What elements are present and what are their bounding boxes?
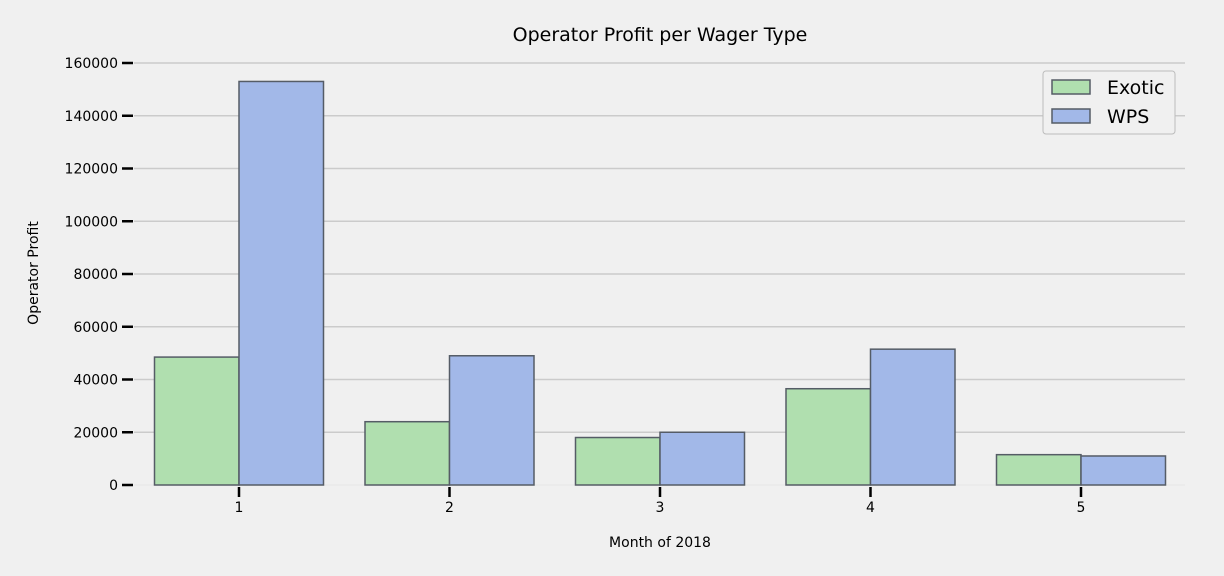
bar-exotic-3 <box>574 436 661 486</box>
bar-wps-4 <box>869 348 956 486</box>
bar-wps-2 <box>448 355 535 486</box>
x-axis: 1 2 3 4 5 <box>235 487 1086 516</box>
legend-swatch-exotic <box>1051 79 1091 95</box>
bar-wps-5 <box>1080 455 1167 486</box>
y-tick-label: 140000 <box>65 109 118 125</box>
legend-swatch-wps <box>1051 108 1091 124</box>
legend: Exotic WPS <box>1042 70 1176 135</box>
x-tick-label: 4 <box>866 500 875 516</box>
y-axis: 0 20000 40000 60000 80000 100000 120000 140000 1… <box>65 56 133 494</box>
y-axis-label: Operator Profit <box>26 221 42 325</box>
y-tick-label: 80000 <box>73 267 118 283</box>
bar-wps-1 <box>238 80 325 486</box>
legend-label-exotic: Exotic <box>1107 77 1164 99</box>
x-tick-label: 1 <box>235 500 244 516</box>
bar-exotic-4 <box>785 387 872 486</box>
x-tick-label: 3 <box>656 500 665 516</box>
y-tick-label: 60000 <box>73 320 118 336</box>
y-tick-label: 120000 <box>65 162 118 178</box>
legend-label-wps: WPS <box>1107 106 1149 128</box>
x-tick-label: 5 <box>1077 500 1086 516</box>
y-tick-label: 100000 <box>65 214 118 230</box>
y-tick-label: 160000 <box>65 56 118 72</box>
bar-exotic-5 <box>995 453 1082 486</box>
x-axis-label: Month of 2018 <box>609 535 711 551</box>
bar-exotic-2 <box>364 420 451 486</box>
x-tick-label: 2 <box>445 500 454 516</box>
y-tick-label: 0 <box>109 478 118 494</box>
y-tick-label: 20000 <box>73 425 118 441</box>
bar-wps-3 <box>659 431 746 486</box>
bar-exotic-1 <box>153 356 240 486</box>
bars <box>153 80 1167 486</box>
chart-title: Operator Profit per Wager Type <box>513 24 808 46</box>
y-tick-label: 40000 <box>73 373 118 389</box>
